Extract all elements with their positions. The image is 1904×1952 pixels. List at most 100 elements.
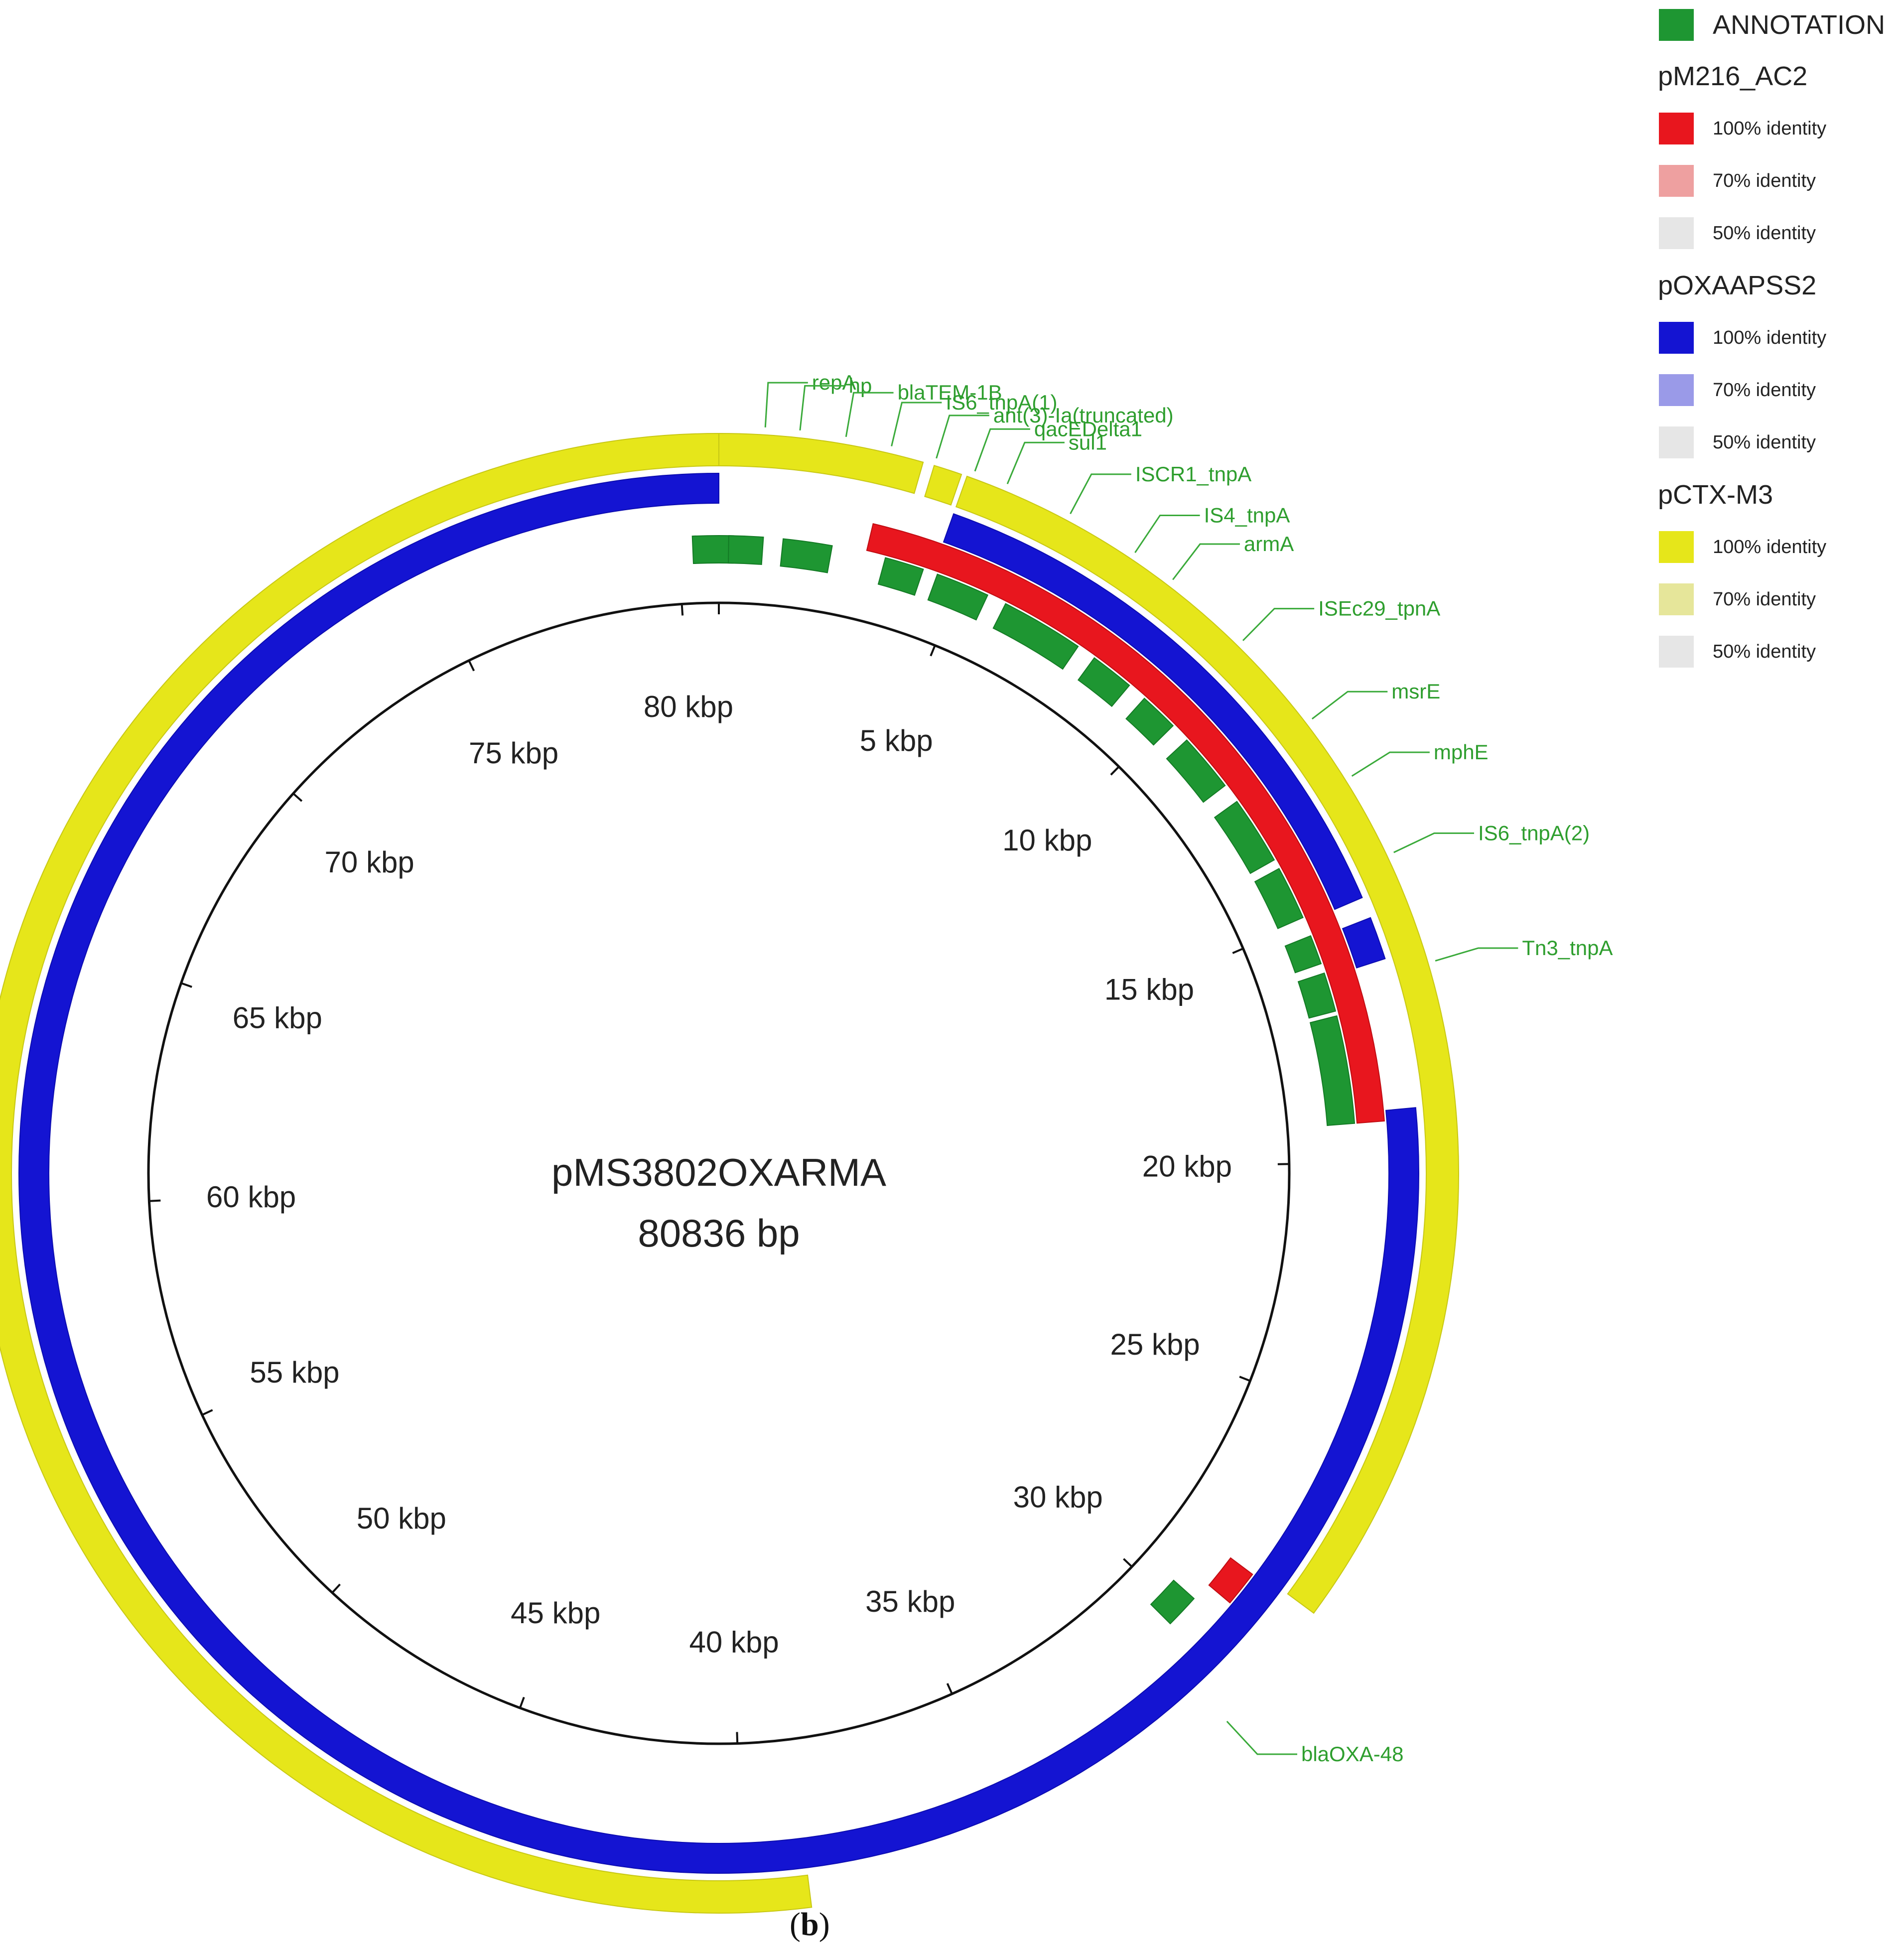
figure-panel-letter: b <box>800 1906 819 1943</box>
annotation-label: IS6_tnpA(1) <box>946 391 1057 414</box>
scale-tick <box>201 1409 213 1416</box>
annotation-label: qacEDelta1 <box>1034 417 1142 440</box>
annotation-label: hp <box>849 374 872 397</box>
ring-poxaapss2-segment <box>1342 917 1386 969</box>
legend-entry: 70% identity <box>1659 581 1816 617</box>
annotation-leader-line <box>1393 832 1475 853</box>
scale-tick <box>331 1583 341 1594</box>
ring-annotation-segment <box>1214 801 1275 874</box>
tick-label: 35 kbp <box>865 1585 955 1618</box>
ring-pm216-ac2-segment <box>866 523 1385 1124</box>
legend-entry: 50% identity <box>1659 215 1816 251</box>
ring-pm216-ac2-segment <box>1208 1557 1253 1604</box>
legend-swatch <box>1659 426 1694 458</box>
annotation-label: ISCR1_tnpA <box>1135 462 1251 486</box>
annotation-leader-line <box>799 385 845 431</box>
ring-pctx-m3-segment <box>0 432 813 1914</box>
legend-swatch <box>1659 217 1694 249</box>
annotation-label: mphE <box>1434 740 1489 764</box>
scale-tick <box>1110 766 1120 776</box>
scale-tick <box>930 645 936 657</box>
legend-swatch <box>1659 636 1694 668</box>
legend-swatch <box>1659 531 1694 563</box>
plasmid-name: pMS3802OXARMA <box>551 1150 886 1194</box>
annotation-label: msrE <box>1391 680 1440 703</box>
ring-annotation-segment <box>992 603 1079 670</box>
legend-entry: 50% identity <box>1659 424 1816 460</box>
annotation-leader-line <box>1311 691 1388 720</box>
scale-tick <box>180 982 192 988</box>
legend-label: 50% identity <box>1713 431 1816 453</box>
annotation-label: armA <box>1244 532 1294 556</box>
ring-annotation-segment <box>1166 739 1226 803</box>
legend-label: 100% identity <box>1713 536 1827 558</box>
scale-tick <box>946 1683 953 1694</box>
annotation-label: sul1 <box>1069 430 1107 454</box>
ring-annotation-segment <box>1077 657 1130 707</box>
ring-annotation-segment <box>1297 972 1337 1019</box>
annotation-label: blaOXA-48 <box>1301 1742 1403 1766</box>
annotation-label: IS6_tnpA(2) <box>1478 821 1590 844</box>
legend-entry: 100% identity <box>1659 529 1826 565</box>
legend-label: 70% identity <box>1713 379 1816 401</box>
plasmid-length: 80836 bp <box>638 1211 800 1255</box>
scale-tick <box>1123 1558 1133 1568</box>
annotation-leader-line <box>974 428 1030 472</box>
tick-label: 15 kbp <box>1104 973 1194 1006</box>
legend-label: 70% identity <box>1713 588 1816 610</box>
tick-label: 5 kbp <box>860 724 933 757</box>
legend: ANNOTATION pM216_AC2 100% identity 70% i… <box>1644 0 1898 697</box>
scale-tick <box>519 1696 525 1708</box>
annotation-label: Tn3_tnpA <box>1522 936 1613 960</box>
annotation-leader-line <box>1006 441 1065 484</box>
legend-entry-annotation: ANNOTATION <box>1659 7 1885 43</box>
tick-label: 40 kbp <box>689 1626 779 1659</box>
ring-annotation-segment <box>877 557 924 596</box>
annotation-label: ISEc29_tpnA <box>1318 597 1440 620</box>
legend-label: 70% identity <box>1713 170 1816 191</box>
tick-label: 55 kbp <box>250 1356 339 1389</box>
ring-annotation-segment <box>1150 1579 1195 1625</box>
tick-label: 80 kbp <box>644 690 733 723</box>
ring-pctx-m3-segment <box>955 475 1459 1614</box>
annotation-leader-line <box>764 382 808 427</box>
legend-swatch <box>1659 9 1694 41</box>
scale-ticks <box>149 603 1289 1744</box>
ring-annotation-segment <box>691 535 734 564</box>
ring-annotation-segment <box>1309 1015 1356 1126</box>
annotation-leader-line <box>1351 751 1430 777</box>
annotation-leader-line <box>1242 608 1315 641</box>
legend-label: ANNOTATION <box>1713 10 1885 40</box>
ring-annotation-segment <box>780 538 833 573</box>
scale-tick <box>1239 1376 1251 1382</box>
annotation-label: ant(3)-Ia(truncated) <box>993 404 1174 427</box>
legend-label: 50% identity <box>1713 641 1816 662</box>
ring-poxaapss2-segment <box>943 513 1363 910</box>
legend-label: 100% identity <box>1713 118 1827 139</box>
ring-annotation-segment <box>1284 935 1322 974</box>
ring-annotation-segment <box>927 573 989 621</box>
tick-label: 60 kbp <box>206 1180 296 1214</box>
legend-swatch <box>1659 165 1694 197</box>
tick-label: 20 kbp <box>1142 1150 1232 1183</box>
figure-panel-label: (b) <box>790 1906 830 1943</box>
annotation-leader-line <box>1070 473 1131 514</box>
legend-entry: 70% identity <box>1659 372 1816 408</box>
legend-group-title: pCTX-M3 <box>1658 480 1773 510</box>
annotation-leader-line <box>1226 1720 1297 1755</box>
tick-label: 25 kbp <box>1110 1328 1200 1361</box>
ring-pctx-m3-segment <box>718 432 924 494</box>
legend-group-title: pOXAAPSS2 <box>1658 271 1817 300</box>
annotation-leader-line <box>1172 543 1240 580</box>
legend-swatch <box>1659 113 1694 144</box>
annotation-label: IS4_tnpA <box>1204 503 1290 527</box>
legend-entry: 50% identity <box>1659 634 1816 670</box>
annotation-leader-line <box>1435 947 1518 962</box>
annotation-label: repA <box>812 371 856 394</box>
legend-group-title: pM216_AC2 <box>1658 61 1808 91</box>
scale-tick <box>292 793 303 802</box>
ring-pctx-m3-segment <box>924 465 962 506</box>
legend-entry: 100% identity <box>1659 320 1826 356</box>
legend-swatch <box>1659 583 1694 615</box>
